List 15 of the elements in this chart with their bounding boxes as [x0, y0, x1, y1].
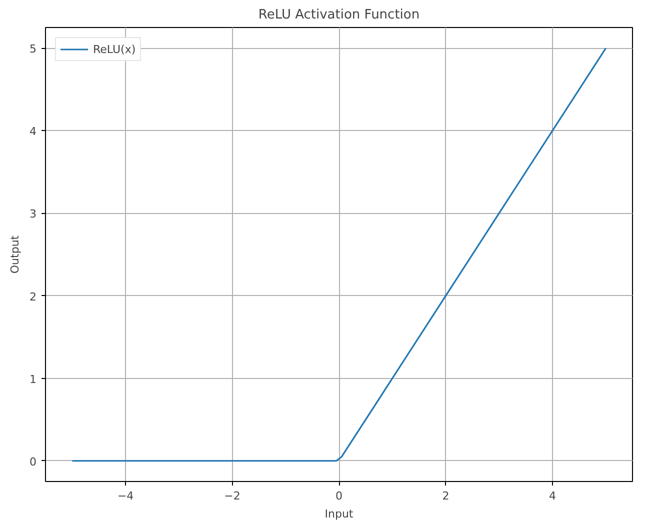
- legend-label: ReLU(x): [93, 42, 136, 56]
- y-tick-label: 0: [30, 455, 36, 468]
- y-tick-label: 4: [30, 125, 36, 138]
- y-tick-label: 2: [30, 290, 36, 304]
- x-tick-label: 2: [442, 490, 450, 502]
- x-tick-label: −2: [224, 490, 240, 502]
- chart-title: ReLU Activation Function: [258, 8, 420, 22]
- x-tick-label: 4: [548, 490, 556, 502]
- y-axis-title: Output: [8, 234, 22, 274]
- y-tick-label: 5: [30, 42, 36, 56]
- y-tick-label: 1: [30, 372, 36, 386]
- x-tick-label: 0: [336, 490, 342, 502]
- y-tick-label: 3: [30, 208, 36, 221]
- x-tick-label: −4: [117, 490, 134, 502]
- x-axis-title: Input: [324, 508, 354, 520]
